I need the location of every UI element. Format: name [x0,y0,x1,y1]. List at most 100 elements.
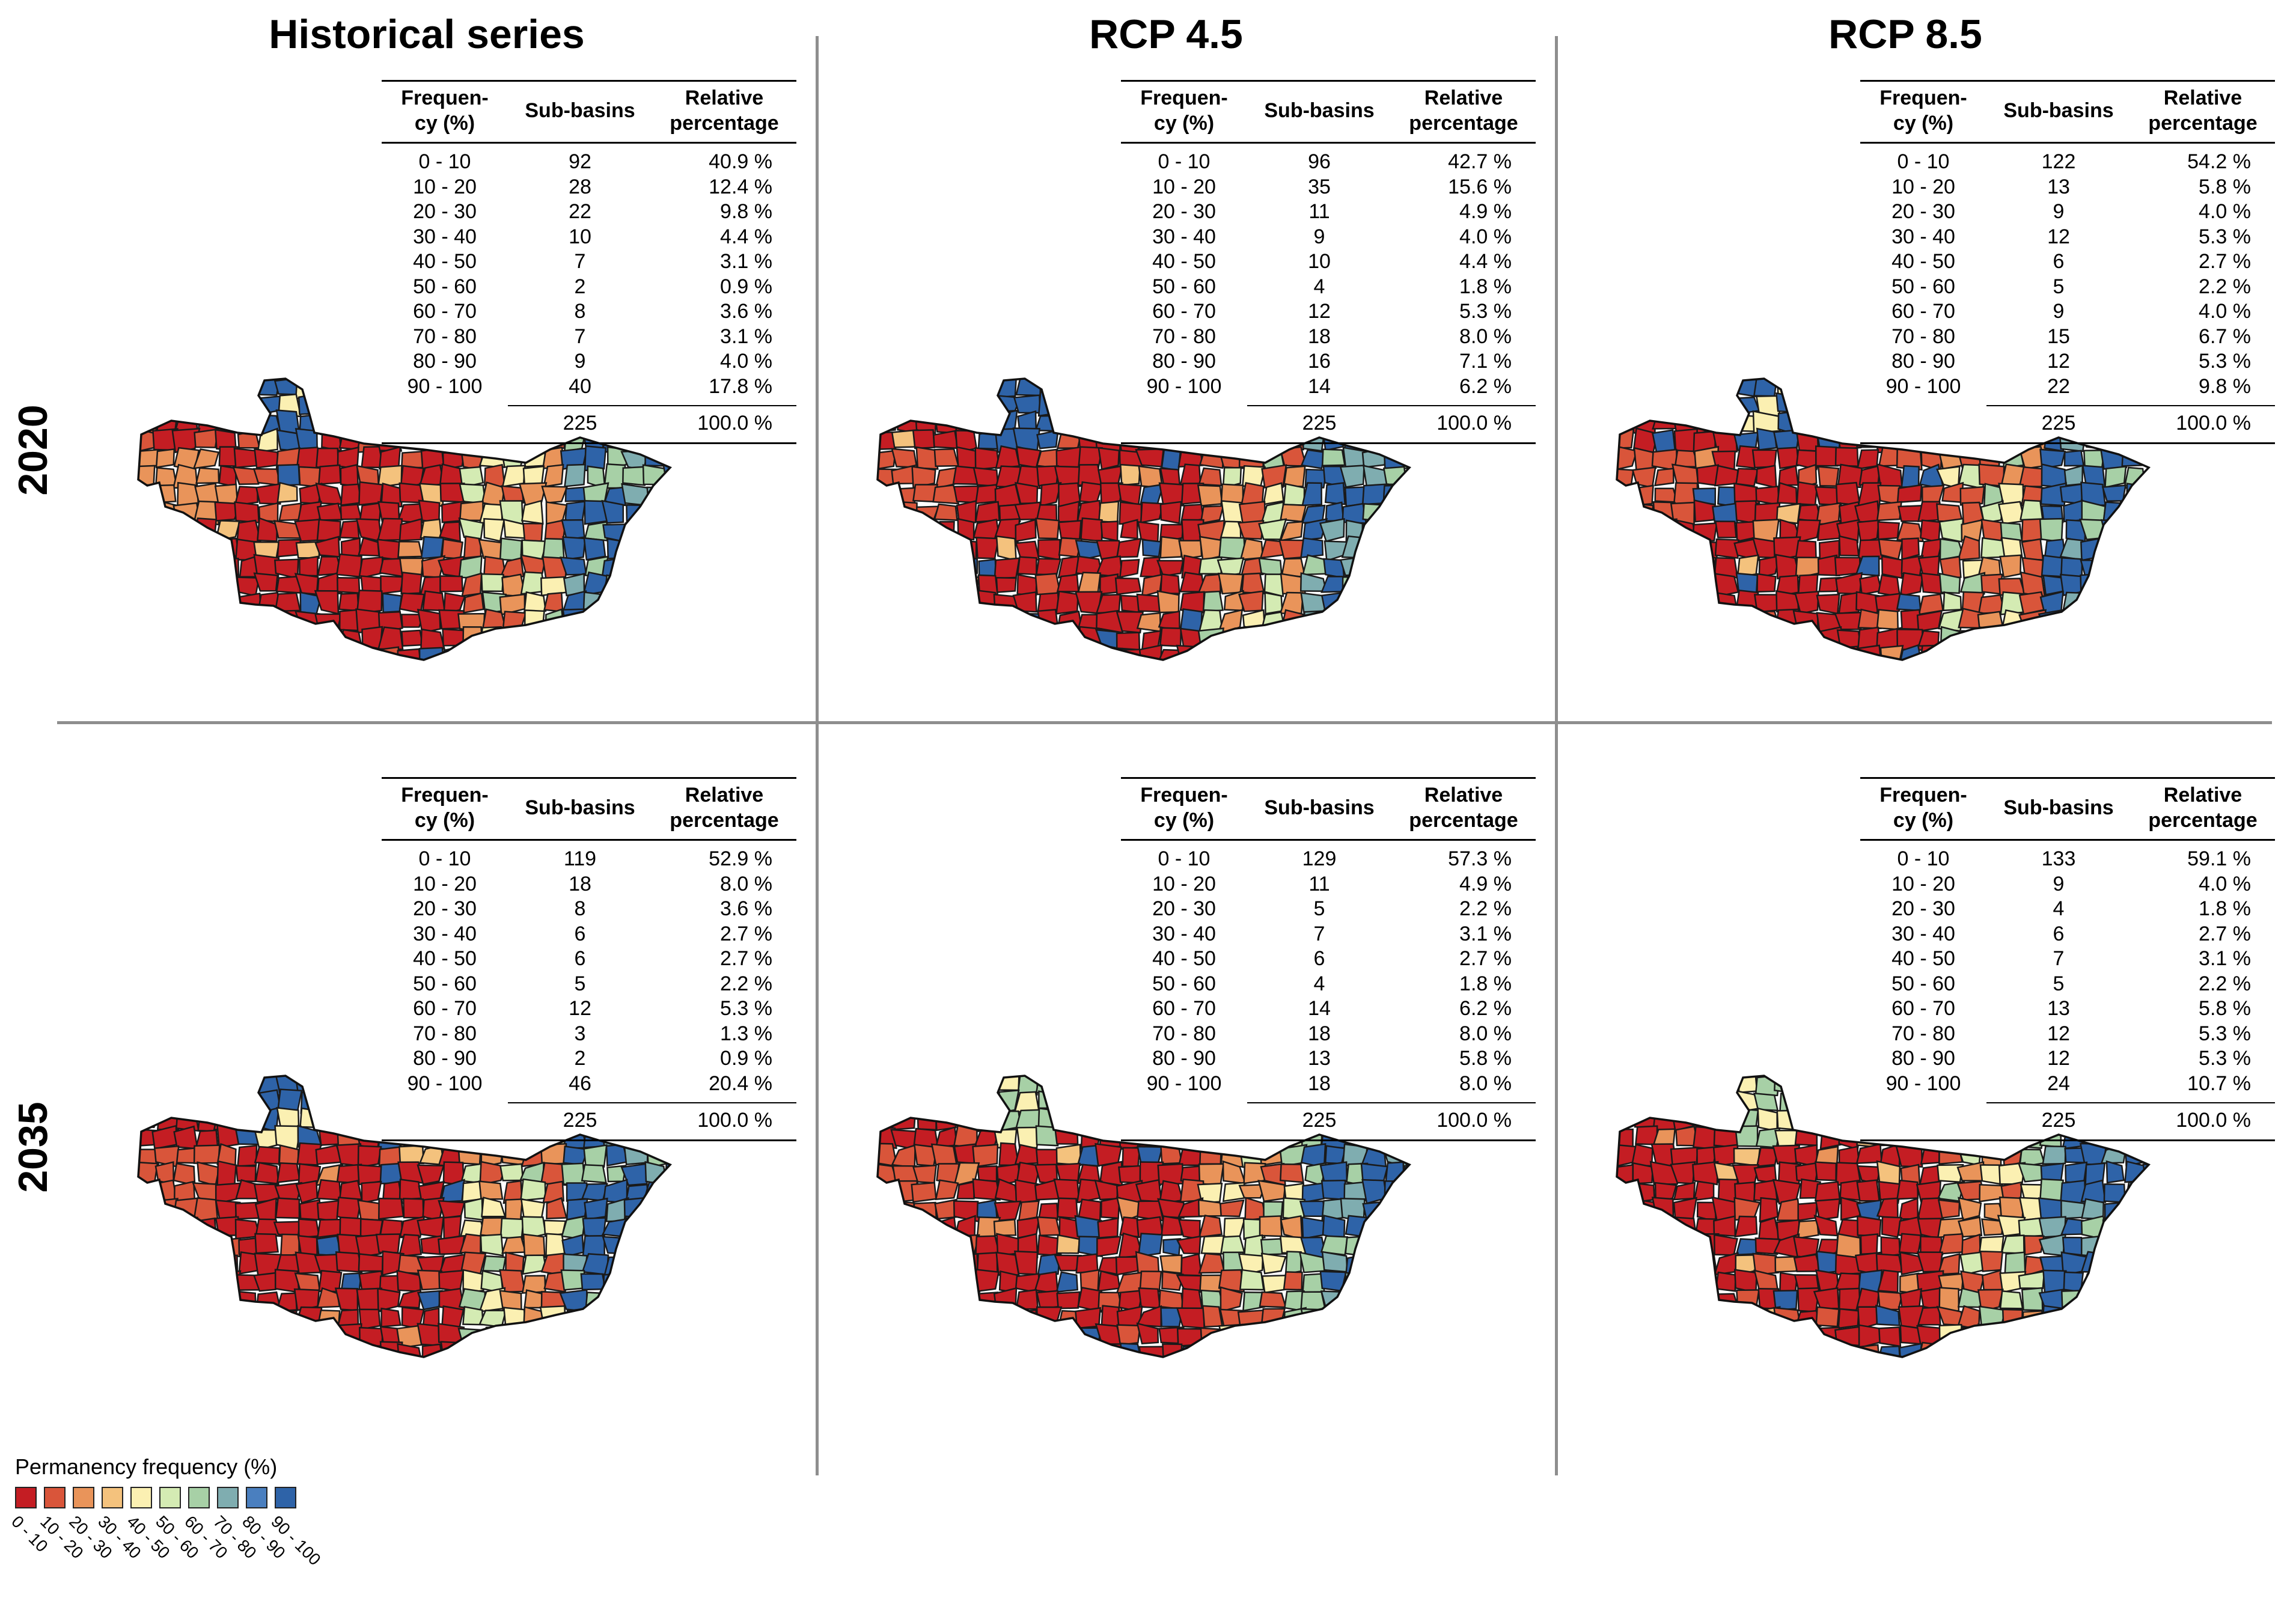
sub-basin-polygon [1343,663,1367,678]
sub-basin-polygon [1630,540,1655,558]
legend: Permanency frequency (%) 0 - 10 10 - 20 20… [8,1454,325,1587]
sub-basin-count: 9 [2053,200,2065,223]
relative-percentage: 1.8 % [2199,897,2251,920]
sub-basin-polygon [953,627,977,650]
sub-basin-polygon [627,1236,649,1258]
sub-basin-polygon [2082,590,2107,614]
sub-basin-polygon [2163,612,2188,629]
sub-basin-polygon [912,1251,939,1275]
sub-basin-polygon [2038,1346,2065,1357]
sub-basin-polygon [1652,429,1676,453]
sub-basin-polygon [1656,1288,1678,1311]
divider-vertical-1 [816,36,819,1475]
sub-basin-polygon [1203,665,1224,678]
legend-title: Permanency frequency (%) [15,1454,278,1479]
sub-basin-count: 18 [1308,1072,1331,1095]
table-row: 0 - 10 119 52.9 % [382,840,796,872]
sub-basin-polygon [1363,1218,1387,1241]
table-body: 0 - 10 119 52.9 % 10 - 20 18 8.0 % 20 - 30 8 3.6… [382,840,796,1141]
sub-basin-polygon [317,395,343,415]
relative-percentage: 1.8 % [1459,972,1512,995]
sub-basin-polygon [1122,1147,1141,1168]
sub-basin-polygon [1881,1216,1902,1238]
sub-basin-polygon [725,1293,736,1309]
sub-basin-polygon [1079,481,1104,504]
sub-basin-polygon [172,379,200,398]
header-frequency-line2: cy (%) [1893,809,1954,832]
sub-basin-polygon [1241,625,1265,650]
sub-basin-polygon [520,1178,546,1202]
header-relative: Relative percentage [2131,777,2275,841]
sub-basin-polygon [1896,593,1922,612]
sub-basin-polygon [2164,501,2189,525]
sub-basin-polygon [1363,591,1389,616]
sub-basin-polygon [725,1162,736,1182]
sub-basin-polygon [930,1093,959,1109]
sub-basin-polygon [1467,1181,1476,1201]
sub-basin-polygon [2081,1287,2104,1311]
sub-basin-polygon [621,483,650,507]
sub-basin-polygon [933,537,959,558]
sub-basin-polygon [2207,1345,2215,1365]
sub-basin-polygon [727,667,736,678]
frequency-class: 80 - 90 [1152,1047,1216,1070]
sub-basin-polygon [1403,611,1409,632]
sub-basin-polygon [1714,520,1737,538]
sub-basin-polygon [706,665,731,678]
sub-basin-polygon [1714,411,1739,435]
sub-basin-polygon [153,535,180,557]
sub-basin-polygon [2164,648,2187,666]
sub-basin-polygon [704,1219,728,1237]
total-count: 225 [1986,405,2131,444]
sub-basin-polygon [1938,1323,1964,1346]
sub-basin-polygon [1259,1215,1283,1237]
sub-basin-polygon [1632,1162,1654,1185]
sub-basin-polygon [2085,1310,2107,1329]
sub-basin-polygon [2143,500,2149,523]
sub-basin-polygon [499,557,525,578]
sub-basin-polygon [891,448,918,468]
frequency-class: 40 - 50 [413,250,477,273]
sub-basin-polygon [1617,630,1638,648]
sub-basin-polygon [704,555,727,576]
sub-basin-polygon [911,631,938,647]
sub-basin-polygon [2145,591,2149,614]
sub-basin-polygon [1406,1179,1409,1204]
sub-basin-polygon [2064,614,2085,631]
relative-percentage: 2.7 % [1459,947,1512,970]
sub-basin-polygon [710,1180,730,1203]
sub-basin-polygon [1980,644,2006,660]
sub-basin-polygon [1220,1286,1243,1313]
sub-basin-polygon [685,448,707,469]
sub-basin-polygon [977,1165,998,1182]
frequency-table: Frequen-cy (%) Sub-basins Relative percenta… [382,777,796,1141]
sub-basin-polygon [1617,1128,1634,1148]
sub-basin-polygon [1055,1109,1079,1130]
sub-basin-polygon [1797,1360,1818,1375]
relative-percentage: 2.2 % [2199,972,2251,995]
sub-basin-polygon [1302,554,1327,576]
table-row: 70 - 80 3 1.3 % [382,1022,796,1047]
sub-basin-polygon [896,663,918,678]
sub-basin-polygon [1694,392,1717,415]
sub-basin-polygon [198,626,219,651]
sub-basin-polygon [1898,1233,1923,1255]
sub-basin-polygon [232,625,261,651]
sub-basin-polygon [422,663,443,678]
sub-basin-polygon [878,1090,899,1114]
frequency-class: 70 - 80 [1152,325,1216,348]
sub-basin-polygon [1778,465,1800,486]
sub-basin-polygon [154,663,179,678]
sub-basin-polygon [955,391,979,416]
sub-basin-polygon [174,644,201,660]
sub-basin-polygon [2187,1236,2204,1256]
relative-percentage: 3.1 % [720,250,772,273]
sub-basin-polygon [726,501,736,523]
sub-basin-polygon [340,503,362,520]
sub-basin-polygon [1978,663,2001,678]
sub-basin-polygon [2039,648,2066,660]
sub-basin-polygon [1405,503,1409,525]
sub-basin-polygon [724,447,736,468]
sub-basin-polygon [1758,555,1781,579]
sub-basin-polygon [1881,555,1903,579]
